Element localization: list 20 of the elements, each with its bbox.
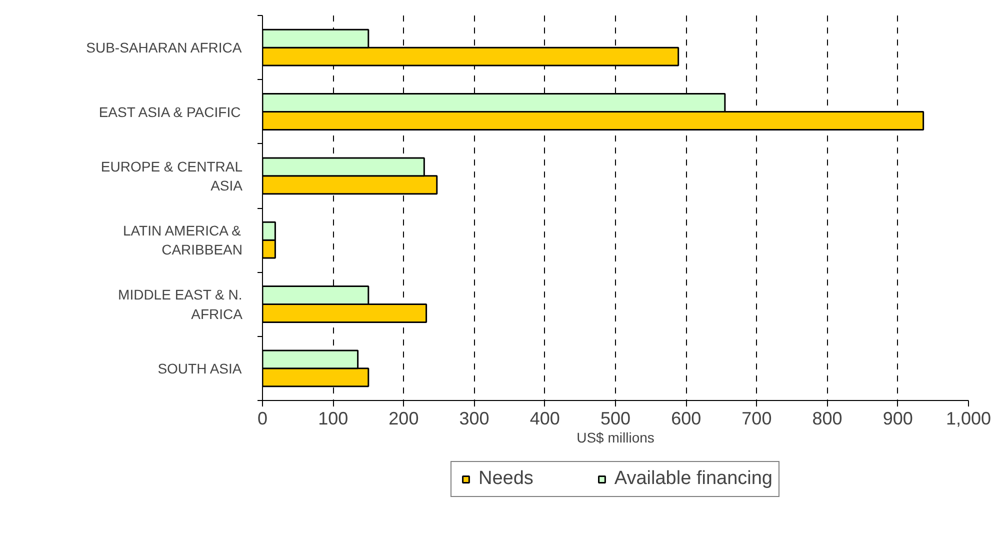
x-tick-label: 0 bbox=[257, 408, 268, 428]
x-tick-label: 1,000 bbox=[946, 408, 992, 428]
y-tick-label: EAST ASIA & PACIFIC bbox=[98, 104, 241, 120]
legend-label: Available financing bbox=[614, 468, 773, 490]
x-tick-label: 700 bbox=[742, 408, 772, 428]
x-axis-title: US$ millions bbox=[576, 430, 654, 446]
y-tick-label: SUB-SAHARAN AFRICA bbox=[86, 40, 242, 56]
x-tick-label: 500 bbox=[600, 408, 631, 428]
x-tick-label: 200 bbox=[388, 408, 419, 428]
x-tick-label: 800 bbox=[812, 408, 842, 428]
x-tick-label: 600 bbox=[671, 408, 702, 428]
y-tick-label: MIDDLE EAST & N. AFRICA bbox=[118, 286, 244, 322]
x-tick-label: 400 bbox=[530, 408, 560, 428]
y-tick-label: SOUTH ASIA bbox=[158, 360, 242, 376]
x-tick-label: 100 bbox=[318, 408, 348, 428]
y-tick-label: LATIN AMERICA & CARIBBEAN bbox=[122, 222, 243, 258]
y-tick-label: EUROPE & CENTRAL ASIA bbox=[100, 158, 244, 194]
x-tick-label: 300 bbox=[459, 408, 490, 428]
legend-label: Needs bbox=[478, 468, 534, 490]
x-tick-label: 900 bbox=[882, 408, 913, 428]
